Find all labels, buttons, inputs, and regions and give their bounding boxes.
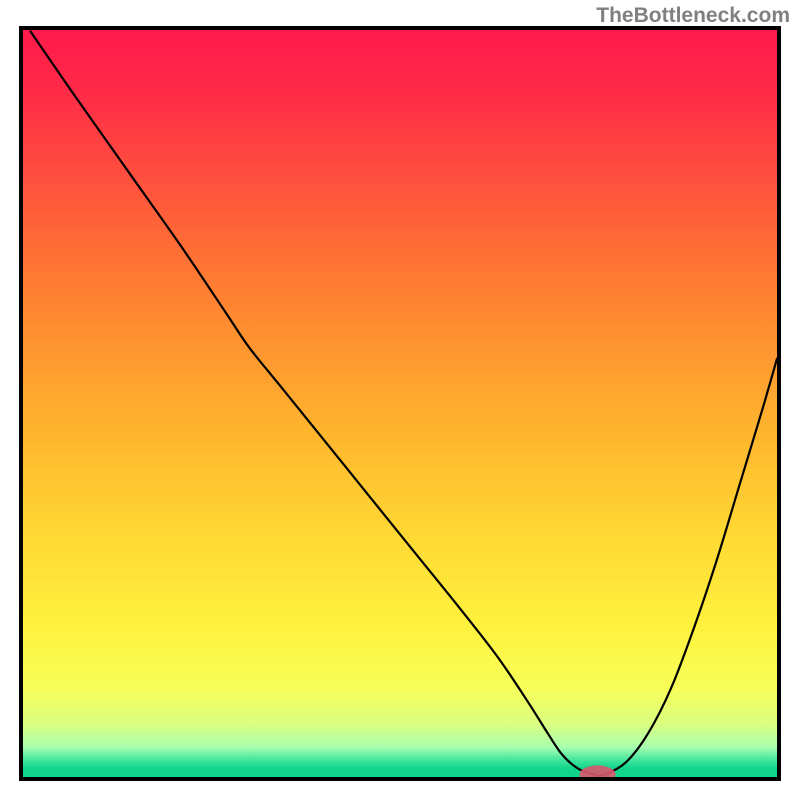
plot-background — [23, 30, 777, 777]
chart-stage: TheBottleneck.com — [0, 0, 800, 800]
bottleneck-chart — [0, 0, 800, 800]
